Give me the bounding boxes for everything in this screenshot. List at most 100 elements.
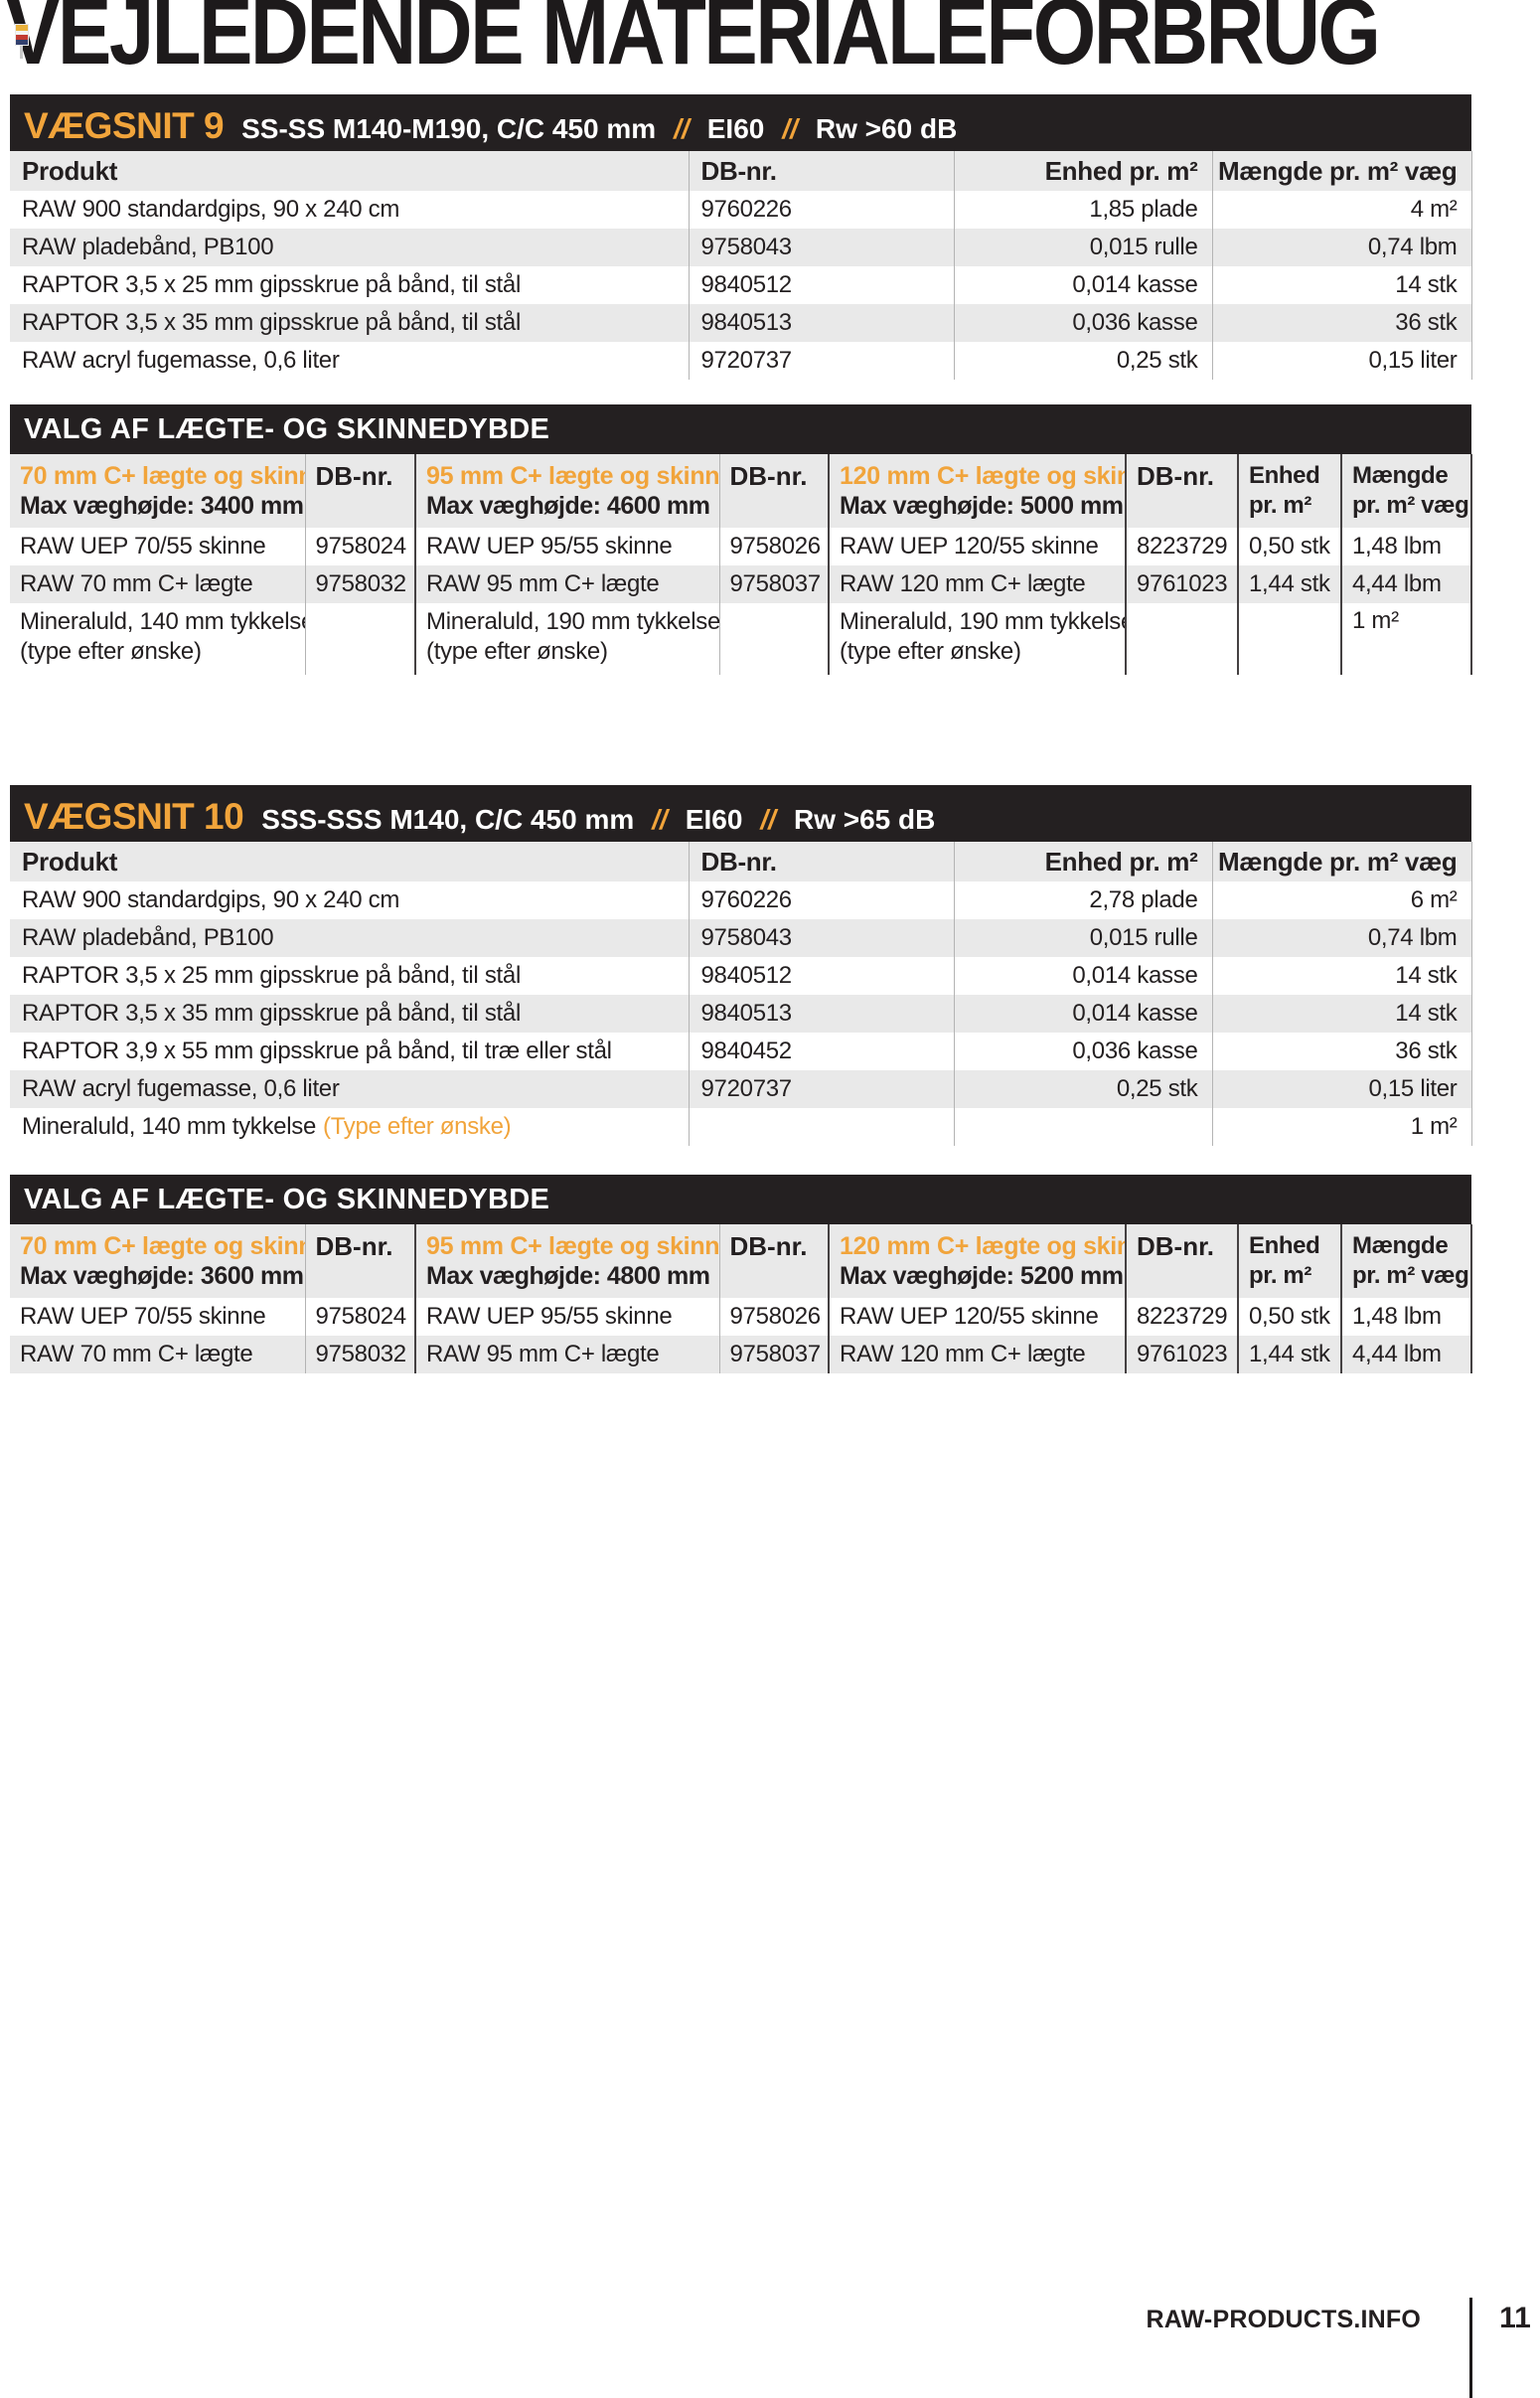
cell-maengde: 0,15 liter [1211,342,1471,380]
cell-enhed: 0,015 rulle [953,229,1212,266]
material-table: Produkt DB-nr. Enhed pr. m² Mængde pr. m… [10,151,1472,380]
section-spec: SS-SS M140-M190, C/C 450 mm [241,113,657,144]
col-header-maengde: Mængde pr. m² væg [1340,1224,1471,1298]
cell-produkt: RAPTOR 3,5 x 35 mm gipsskrue på bånd, ti… [22,1000,521,1027]
sound-rating: Rw >65 dB [793,804,936,835]
cell-maengde: 1,48 lbm [1340,528,1471,565]
cell-dbnr: 9720737 [688,1070,954,1108]
cell-mineral: Mineraluld, 190 mm tykkelse (type efter … [828,603,1126,675]
cell-product: RAW UEP 95/55 skinne [414,528,719,565]
cell-product: RAW 70 mm C+ lægte [20,1341,253,1367]
cell-dbnr: 8223729 [1125,1298,1238,1336]
material-table: Produkt DB-nr. Enhed pr. m² Mængde pr. m… [10,842,1472,1146]
cell-dbnr: 9758026 [718,1298,829,1336]
cell-dbnr: 9758032 [304,565,415,603]
cell-maengde: 0,15 liter [1211,1070,1471,1108]
cell-maengde: 4 m² [1211,191,1471,229]
valg-row: RAW 70 mm C+ lægte 9758032 RAW 95 mm C+ … [10,1336,1471,1373]
valg-table: 70 mm C+ lægte og skinne Max væghøjde: 3… [10,1224,1472,1373]
table-row: RAPTOR 3,5 x 25 mm gipsskrue på bånd, ti… [10,266,1471,304]
page-number: 11 [1499,2302,1531,2334]
sound-rating: Rw >60 dB [815,113,958,144]
cell-dbnr: 9760226 [688,191,954,229]
cell-maengde: 36 stk [1211,304,1471,342]
cell-dbnr: 9758043 [688,229,954,266]
table-row: RAPTOR 3,5 x 35 mm gipsskrue på bånd, ti… [10,995,1471,1033]
cell-dbnr: 9761023 [1125,1336,1238,1373]
cell-mineral: Mineraluld, 190 mm tykkelse (type efter … [414,603,719,675]
footer-website: RAW-PRODUCTS.INFO [1146,2306,1421,2333]
cell-enhed: 0,25 stk [953,1070,1212,1108]
col-header-enhed: Enhed pr. m² [953,842,1212,881]
group-max-height: Max væghøjde: 4600 mm [426,492,710,520]
valg-header-bar: VALG AF LÆGTE- OG SKINNEDYBDE [10,404,1471,454]
cell-product: RAW 95 mm C+ lægte [414,565,719,603]
col-header-dbnr: DB-nr. [1125,1224,1238,1298]
group-95mm-header: 95 mm C+ lægte og skinne Max væghøjde: 4… [414,454,719,528]
cell-enhed: 0,50 stk [1237,1298,1341,1336]
cell-mineral: Mineraluld, 140 mm tykkelse (type efter … [20,608,305,665]
cell-empty [304,603,415,675]
col-header-dbnr: DB-nr. [304,1224,415,1298]
group-max-height: Max væghøjde: 5200 mm [840,1262,1124,1290]
cell-maengde: 0,74 lbm [1211,229,1471,266]
cell-enhed: 1,44 stk [1237,1336,1341,1373]
cell-dbnr: 9758026 [718,528,829,565]
table-row: RAW 900 standardgips, 90 x 240 cm 976022… [10,191,1471,229]
section-header-bar: VÆGSNIT 9 SS-SS M140-M190, C/C 450 mm //… [10,94,1471,151]
cell-maengde: 1,48 lbm [1340,1298,1471,1336]
orange-type-note: (Type efter ønske) [323,1113,512,1140]
section-name: VÆGSNIT 10 [24,796,244,837]
col-header-dbnr: DB-nr. [688,151,954,191]
valg-row: RAW UEP 70/55 skinne 9758024 RAW UEP 95/… [10,1298,1471,1336]
cell-produkt: RAW acryl fugemasse, 0,6 liter [22,1075,340,1102]
cell-produkt: RAW 900 standardgips, 90 x 240 cm [22,196,400,223]
col-header-enhed: Enhed pr. m² [1237,454,1341,528]
section-vaegsnit-9: VÆGSNIT 9 SS-SS M140-M190, C/C 450 mm //… [10,94,1472,675]
cell-enhed: 0,014 kasse [953,957,1212,995]
cell-enhed: 0,014 kasse [953,266,1212,304]
cell-enhed: 0,014 kasse [953,995,1212,1033]
table-row: RAPTOR 3,5 x 25 mm gipsskrue på bånd, ti… [10,957,1471,995]
cell-dbnr: 9840452 [688,1033,954,1070]
table-row: RAW pladebånd, PB100 9758043 0,015 rulle… [10,919,1471,957]
cell-empty [718,603,829,675]
footer-divider [1469,2298,1472,2398]
double-slash-separator: // [652,804,668,835]
cell-enhed: 0,50 stk [1237,528,1341,565]
cell-maengde: 14 stk [1211,995,1471,1033]
col-header-enhed: Enhed pr. m² [1237,1224,1341,1298]
valg-mineral-row: Mineraluld, 140 mm tykkelse (type efter … [10,603,1471,675]
valg-row: RAW 70 mm C+ lægte 9758032 RAW 95 mm C+ … [10,565,1471,603]
fire-rating: EI60 [685,804,743,835]
cell-dbnr: 9840512 [688,266,954,304]
double-slash-separator: // [760,804,776,835]
cell-empty [1125,603,1238,675]
col-header-maengde: Mængde pr. m² væg [1211,151,1471,191]
col-header-maengde: Mængde pr. m² væg [1211,842,1471,881]
cell-dbnr: 9840512 [688,957,954,995]
group-max-height: Max væghøjde: 5000 mm [840,492,1124,520]
cell-dbnr: 9840513 [688,304,954,342]
cell-produkt: RAW pladebånd, PB100 [22,924,274,951]
col-header-enhed: Enhed pr. m² [953,151,1212,191]
cell-maengde: 4,44 lbm [1340,1336,1471,1373]
table-header-row: Produkt DB-nr. Enhed pr. m² Mængde pr. m… [10,151,1471,191]
cell-maengde: 1 m² [1211,1108,1471,1146]
cell-dbnr: 9758032 [304,1336,415,1373]
valg-header-bar: VALG AF LÆGTE- OG SKINNEDYBDE [10,1175,1471,1224]
fire-rating: EI60 [706,113,765,144]
table-row: RAW 900 standardgips, 90 x 240 cm 976022… [10,881,1471,919]
col-header-dbnr: DB-nr. [718,1224,829,1298]
cell-maengde: 14 stk [1211,266,1471,304]
brand-flag-icon [15,24,29,60]
double-slash-separator: // [674,113,690,144]
cell-maengde: 0,74 lbm [1211,919,1471,957]
valg-table: 70 mm C+ lægte og skinne Max væghøjde: 3… [10,454,1472,675]
page-title: VEJLEDENDE MATERIALEFORBRUG [6,0,1381,84]
group-label: 120 mm C+ lægte og skinne [840,462,1126,490]
cell-dbnr: 9758043 [688,919,954,957]
group-label: 95 mm C+ lægte og skinne [426,462,719,490]
valg-header-row: 70 mm C+ lægte og skinne Max væghøjde: 3… [10,454,1471,528]
cell-product: RAW 70 mm C+ lægte [20,570,253,597]
